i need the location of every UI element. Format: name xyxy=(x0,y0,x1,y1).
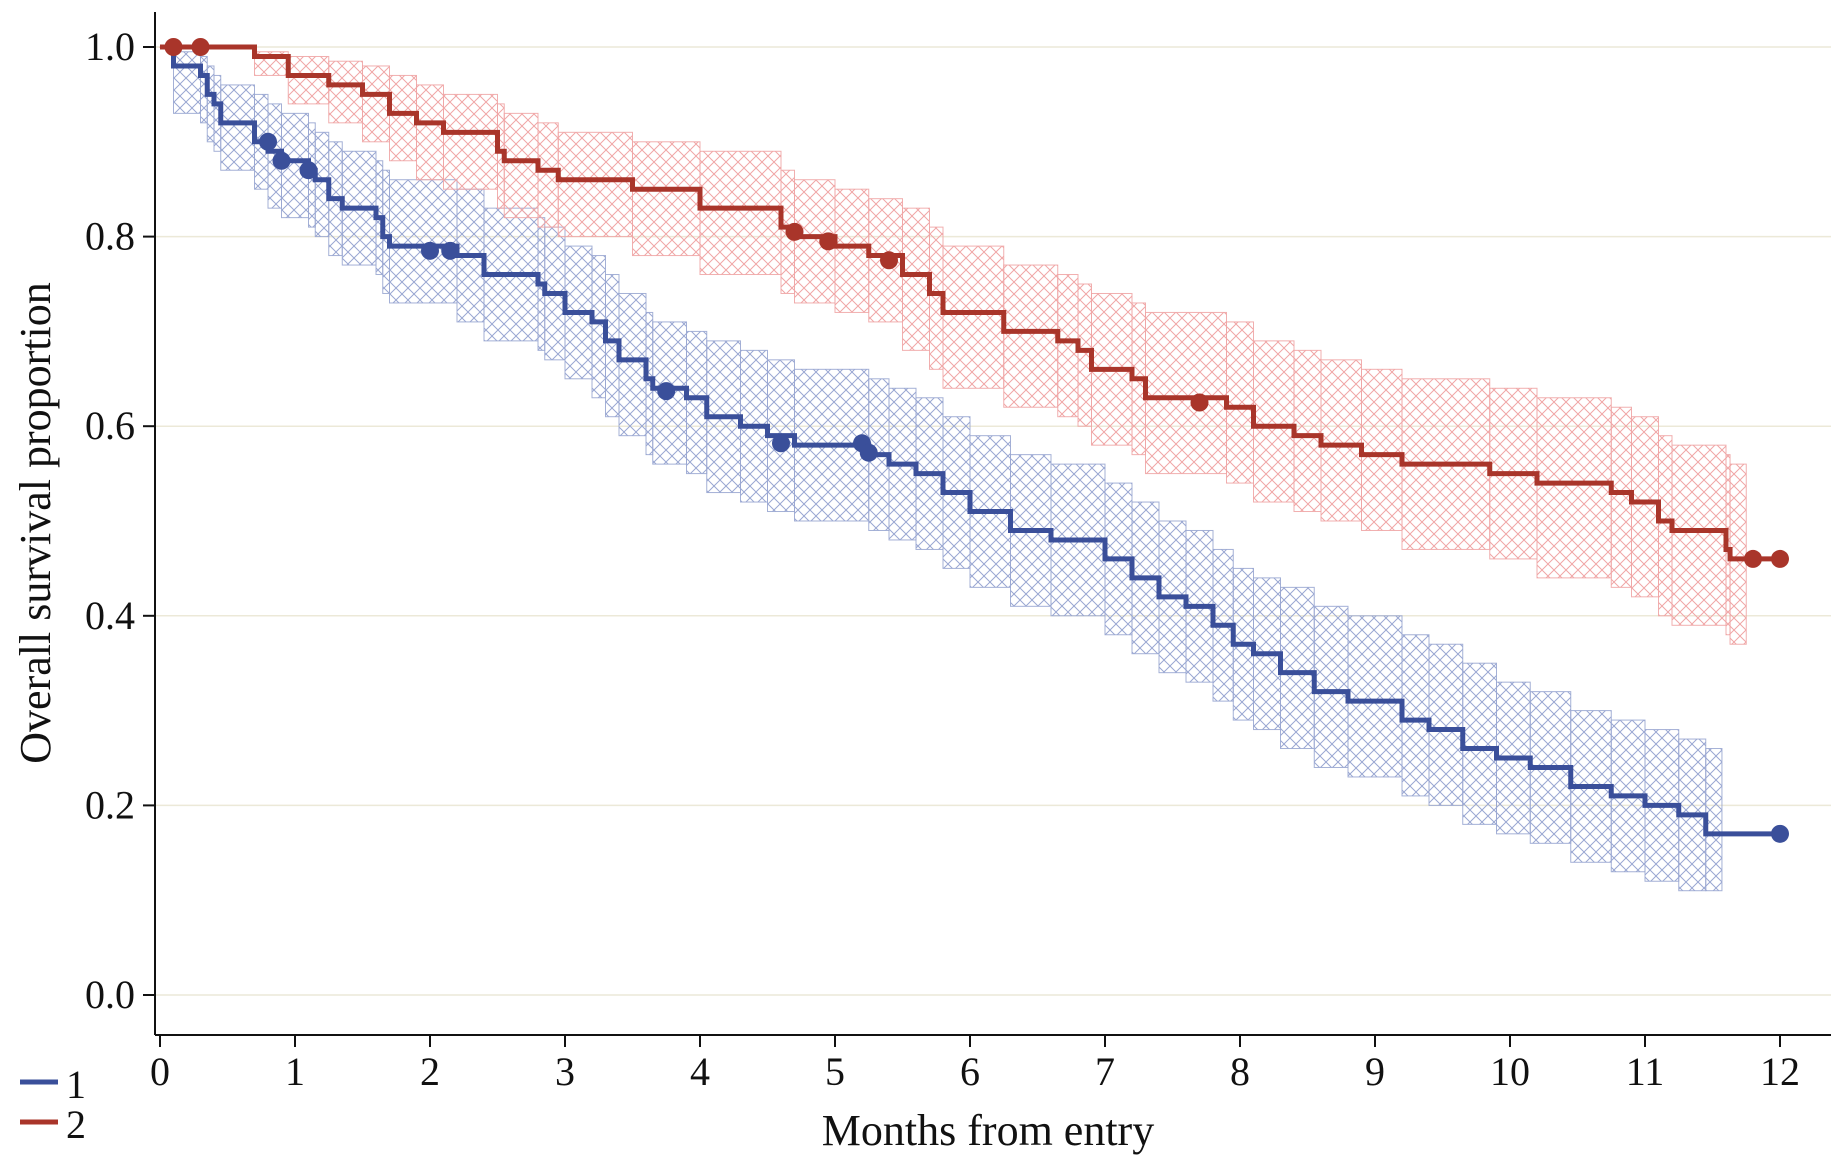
censor-marker xyxy=(859,443,878,462)
ci-band-segment xyxy=(220,84,255,171)
ci-band-segment xyxy=(1280,586,1315,750)
censor-marker xyxy=(785,222,804,241)
ci-band-segment xyxy=(618,292,647,437)
ci-band-segment xyxy=(1536,397,1612,579)
legend-label-2: 2 xyxy=(66,1102,86,1147)
x-tick-label: 10 xyxy=(1490,1049,1530,1094)
ci-band-segment xyxy=(942,245,1005,389)
ci-band-segment xyxy=(389,74,417,162)
x-tick-label: 12 xyxy=(1760,1049,1800,1094)
legend: 1 2 xyxy=(20,1062,86,1147)
censor-marker xyxy=(441,241,460,260)
x-axis-ticks: 0 1 2 3 4 5 6 7 8 9 10 11 12 xyxy=(150,1035,1800,1094)
axes xyxy=(154,12,1831,1036)
censor-marker xyxy=(1771,549,1789,568)
ci-band-segment xyxy=(1610,406,1632,588)
x-tick-label: 0 xyxy=(150,1049,170,1094)
ci-band-segment xyxy=(1226,321,1254,484)
x-tick-label: 2 xyxy=(420,1049,440,1094)
survival-curve-series-2 xyxy=(160,44,1780,562)
censor-marker xyxy=(880,251,898,270)
ci-band-segment xyxy=(557,131,633,238)
ci-band-segment xyxy=(1428,643,1464,806)
x-tick-label: 11 xyxy=(1626,1049,1665,1094)
confidence-bands xyxy=(159,46,1747,892)
ci-band-segment xyxy=(1631,416,1659,598)
censor-marker xyxy=(191,38,210,56)
ci-band-segment xyxy=(632,141,701,257)
ci-band-segment xyxy=(1003,264,1059,408)
censor-markers xyxy=(164,38,1789,843)
ci-band-segment xyxy=(503,112,539,219)
ci-band-segment xyxy=(1462,662,1497,825)
ci-band-segment xyxy=(1347,615,1403,778)
ci-band-segment xyxy=(699,150,782,276)
ci-band-segment xyxy=(362,65,390,143)
x-tick-label: 5 xyxy=(825,1049,845,1094)
censor-marker xyxy=(1771,824,1789,843)
censor-marker xyxy=(299,161,318,180)
x-tick-label: 3 xyxy=(555,1049,575,1094)
ci-band-segment xyxy=(794,179,836,304)
censor-marker xyxy=(272,151,291,170)
ci-band-segment xyxy=(1401,634,1430,797)
ci-band-segment xyxy=(537,122,559,228)
censor-marker xyxy=(259,132,277,151)
y-axis-ticks: 0.0 0.2 0.4 0.6 0.8 1.0 xyxy=(85,24,155,1017)
ci-band-segment xyxy=(1320,359,1362,522)
censor-marker xyxy=(772,434,790,453)
x-axis-title: Months from entry xyxy=(822,1106,1154,1155)
ci-band-segment xyxy=(287,55,330,105)
ci-band-segment xyxy=(1361,368,1403,531)
ci-band-segment xyxy=(686,330,708,475)
x-tick-label: 6 xyxy=(960,1049,980,1094)
y-axis-title: Overall survival proportion xyxy=(11,282,60,763)
y-tick-label: 0.8 xyxy=(85,214,135,259)
ci-band-segment xyxy=(902,207,930,351)
censor-marker xyxy=(1190,393,1209,412)
ci-band-segment xyxy=(1145,311,1227,475)
y-tick-label: 1.0 xyxy=(85,24,135,69)
ci-band-segment xyxy=(416,84,444,181)
x-tick-label: 1 xyxy=(285,1049,305,1094)
legend-label-1: 1 xyxy=(66,1062,86,1107)
ci-band-segment xyxy=(1313,605,1349,768)
ci-band-segment xyxy=(389,179,458,304)
censor-marker xyxy=(1744,549,1762,568)
y-tick-label: 0.4 xyxy=(85,593,135,638)
ci-band-segment xyxy=(328,60,363,124)
censor-marker xyxy=(819,232,838,251)
ci-band-segment xyxy=(173,51,201,114)
y-tick-label: 0.2 xyxy=(85,782,135,827)
x-tick-label: 7 xyxy=(1095,1049,1115,1094)
x-tick-label: 8 xyxy=(1230,1049,1250,1094)
ci-band-segment xyxy=(1293,349,1322,513)
ci-band-segment xyxy=(1057,274,1079,418)
x-tick-label: 9 xyxy=(1365,1049,1385,1094)
ci-band-segment xyxy=(1671,444,1727,626)
y-tick-label: 0.6 xyxy=(85,403,135,448)
ci-band-segment xyxy=(443,93,498,190)
x-tick-label: 4 xyxy=(690,1049,710,1094)
censor-marker xyxy=(164,38,183,56)
censor-marker xyxy=(657,382,676,401)
ci-band-segment xyxy=(834,188,870,313)
ci-band-segment xyxy=(1253,340,1295,503)
censor-marker xyxy=(421,241,439,260)
y-tick-label: 0.0 xyxy=(85,972,135,1017)
